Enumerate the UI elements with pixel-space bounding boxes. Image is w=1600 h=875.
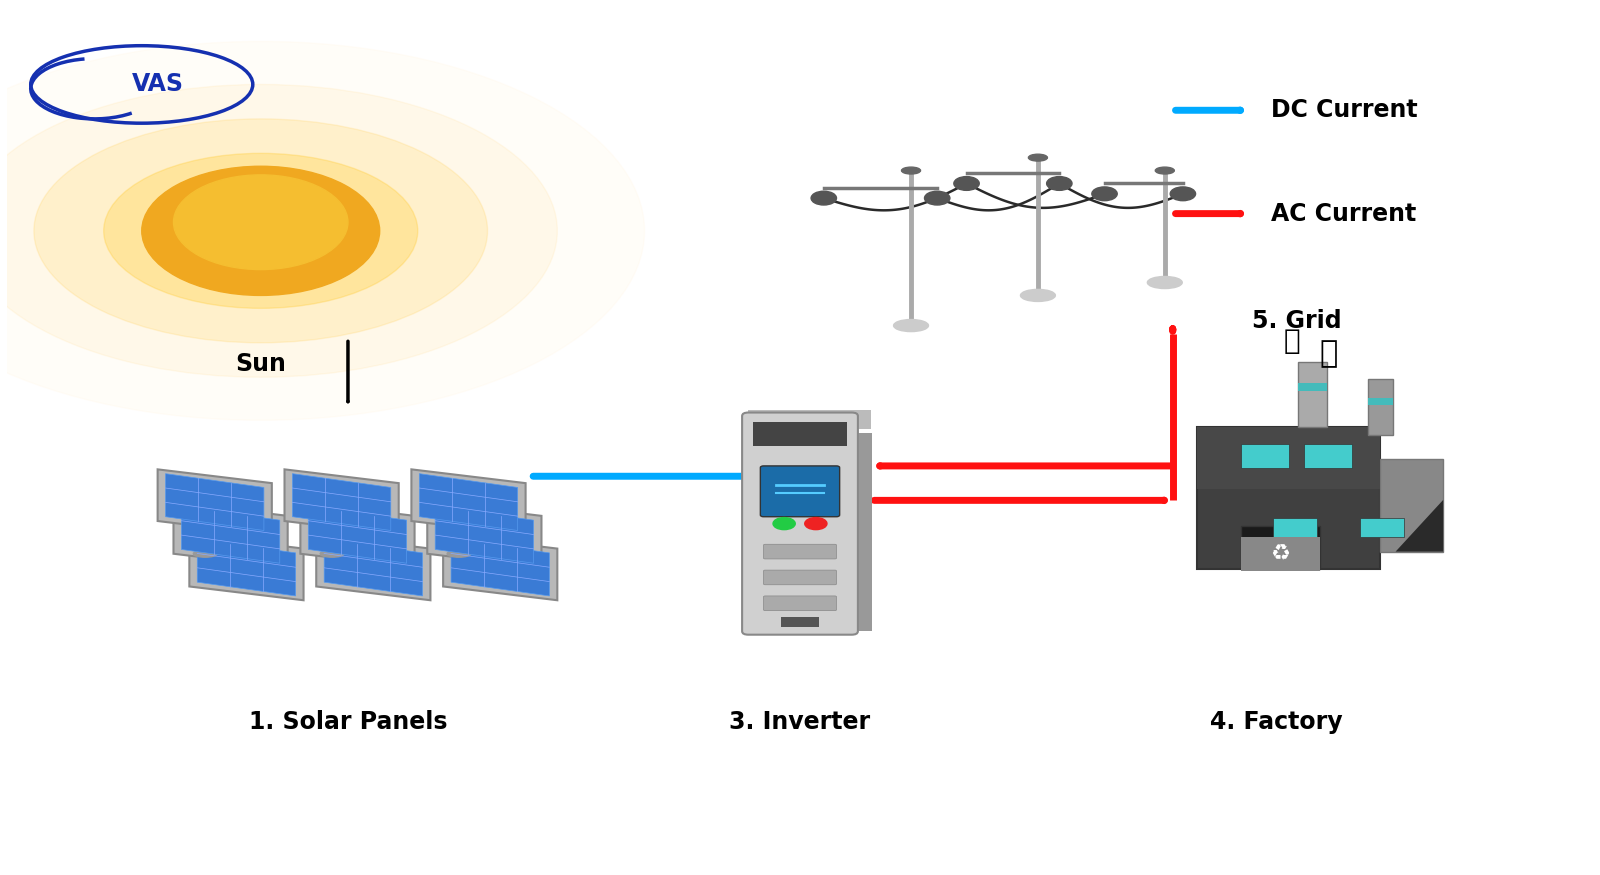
Polygon shape	[325, 539, 422, 596]
FancyBboxPatch shape	[1197, 427, 1379, 489]
FancyBboxPatch shape	[760, 466, 840, 517]
Text: 3. Inverter: 3. Inverter	[730, 710, 870, 733]
Text: 🌿: 🌿	[1283, 326, 1301, 354]
Polygon shape	[197, 539, 296, 596]
Ellipse shape	[901, 167, 920, 174]
Circle shape	[1046, 177, 1072, 191]
Ellipse shape	[194, 550, 218, 557]
Polygon shape	[419, 473, 518, 530]
FancyBboxPatch shape	[1368, 398, 1394, 404]
Polygon shape	[435, 507, 533, 564]
Polygon shape	[317, 535, 430, 600]
Ellipse shape	[0, 41, 645, 420]
Circle shape	[142, 166, 379, 296]
Text: 1. Solar Panels: 1. Solar Panels	[248, 710, 448, 733]
Ellipse shape	[34, 119, 488, 343]
Text: VAS: VAS	[131, 73, 184, 96]
Ellipse shape	[446, 550, 470, 557]
Polygon shape	[1395, 500, 1443, 551]
Polygon shape	[451, 539, 549, 596]
Text: 5. Grid: 5. Grid	[1253, 309, 1342, 333]
Polygon shape	[189, 535, 304, 600]
FancyBboxPatch shape	[781, 617, 819, 627]
FancyBboxPatch shape	[742, 412, 858, 634]
FancyBboxPatch shape	[1242, 444, 1288, 467]
FancyBboxPatch shape	[1304, 444, 1352, 467]
Text: DC Current: DC Current	[1270, 98, 1418, 123]
Ellipse shape	[104, 153, 418, 308]
Polygon shape	[411, 469, 526, 535]
FancyBboxPatch shape	[763, 596, 837, 611]
FancyBboxPatch shape	[1242, 526, 1320, 569]
FancyBboxPatch shape	[763, 544, 837, 559]
FancyBboxPatch shape	[1242, 536, 1320, 571]
FancyBboxPatch shape	[749, 410, 870, 429]
Polygon shape	[158, 469, 272, 535]
FancyBboxPatch shape	[1368, 380, 1394, 436]
Text: 🌿: 🌿	[1318, 339, 1338, 368]
Circle shape	[805, 518, 827, 529]
FancyBboxPatch shape	[1379, 459, 1443, 551]
Circle shape	[1170, 187, 1195, 200]
FancyBboxPatch shape	[754, 422, 846, 446]
Text: AC Current: AC Current	[1270, 201, 1416, 226]
Ellipse shape	[893, 319, 928, 332]
Polygon shape	[427, 502, 541, 568]
FancyBboxPatch shape	[843, 433, 872, 631]
FancyBboxPatch shape	[1360, 518, 1405, 536]
FancyBboxPatch shape	[1298, 362, 1326, 427]
Text: ♻: ♻	[1270, 543, 1291, 564]
FancyBboxPatch shape	[763, 570, 837, 584]
Circle shape	[954, 177, 979, 191]
Ellipse shape	[1155, 167, 1174, 174]
Ellipse shape	[1021, 290, 1056, 302]
Circle shape	[925, 192, 950, 205]
Text: Sun: Sun	[235, 353, 286, 376]
Ellipse shape	[1029, 154, 1048, 161]
Polygon shape	[443, 535, 557, 600]
Circle shape	[811, 192, 837, 205]
Circle shape	[173, 175, 347, 270]
Circle shape	[1091, 187, 1117, 200]
Ellipse shape	[1147, 276, 1182, 289]
Polygon shape	[165, 473, 264, 530]
Text: 4. Factory: 4. Factory	[1210, 710, 1342, 733]
Polygon shape	[285, 469, 398, 535]
Polygon shape	[309, 507, 406, 564]
Polygon shape	[181, 507, 280, 564]
Polygon shape	[173, 502, 288, 568]
Polygon shape	[301, 502, 414, 568]
FancyBboxPatch shape	[1298, 383, 1326, 391]
Polygon shape	[293, 473, 390, 530]
FancyBboxPatch shape	[1197, 427, 1379, 569]
FancyBboxPatch shape	[1272, 518, 1317, 536]
Ellipse shape	[320, 550, 344, 557]
Circle shape	[773, 518, 795, 529]
Ellipse shape	[0, 85, 557, 377]
